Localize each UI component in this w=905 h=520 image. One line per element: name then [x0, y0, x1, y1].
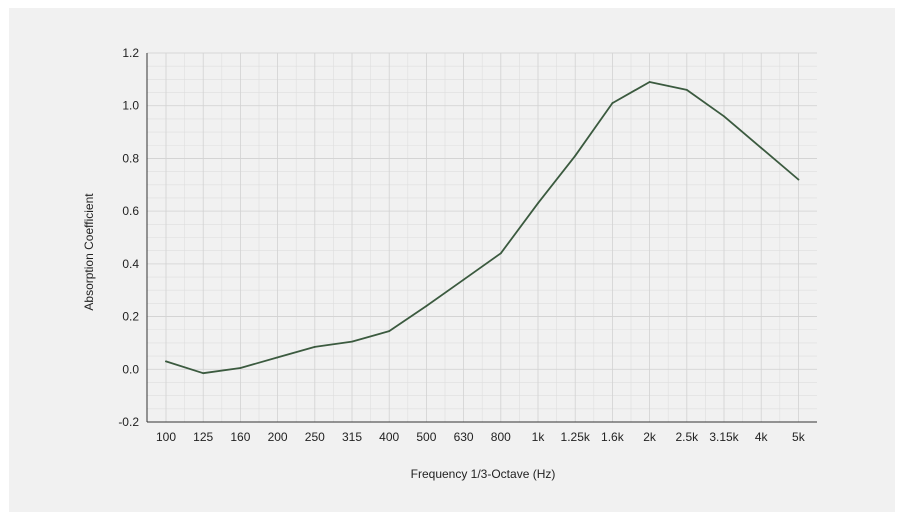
data-point [797, 178, 800, 181]
y-tick-label: 1.2 [122, 46, 139, 60]
y-tick-label: 0.2 [122, 310, 139, 324]
data-point [611, 102, 614, 104]
series-line [165, 81, 800, 375]
y-tick-label: 0.8 [122, 151, 139, 165]
x-tick-label: 1k [532, 430, 546, 444]
x-tick-label: 800 [491, 430, 511, 444]
x-tick-label: 250 [305, 430, 325, 444]
x-tick-label: 1.25k [561, 430, 591, 444]
data-point [351, 340, 353, 343]
data-point [574, 154, 577, 157]
y-tick-label: 0.4 [122, 257, 139, 271]
x-tick-label: 100 [156, 430, 176, 444]
x-tick-label: 5k [792, 430, 806, 444]
data-point [388, 330, 391, 332]
data-point [685, 89, 688, 91]
chart-card: 1.2 1.0 0.8 0.6 0.4 0.2 0.0 -0.2 100 125 160 200 25… [9, 8, 895, 512]
x-tick-label: 125 [193, 430, 213, 444]
x-tick-label: 2k [643, 430, 657, 444]
y-tick-label: 0.6 [122, 204, 139, 218]
y-tick-label: 1.0 [122, 99, 139, 113]
axes [146, 53, 817, 423]
x-tick-labels: 100 125 160 200 250 315 400 500 630 800 1k 1.25k 1.6… [156, 430, 806, 444]
data-point [313, 345, 316, 348]
x-tick-label: 500 [416, 430, 436, 444]
data-point [239, 367, 242, 369]
y-axis-title: Absorption Coefficient [82, 193, 96, 311]
x-tick-label: 630 [454, 430, 474, 444]
y-tick-label: 0.0 [122, 362, 139, 376]
data-point [462, 278, 465, 281]
x-tick-label: 200 [268, 430, 288, 444]
data-point [425, 305, 428, 307]
x-tick-label: 315 [342, 430, 362, 444]
data-point [537, 202, 539, 205]
data-point [723, 115, 725, 118]
x-tick-label: 1.6k [601, 430, 625, 444]
series-layer [165, 81, 800, 375]
data-point [648, 81, 651, 83]
x-axis-title: Frequency 1/3-Octave (Hz) [411, 467, 556, 481]
y-tick-label: -0.2 [118, 415, 139, 429]
x-tick-label: 4k [755, 430, 769, 444]
data-point [276, 356, 279, 359]
x-tick-label: 3.15k [709, 430, 739, 444]
x-tick-label: 160 [230, 430, 250, 444]
data-point [202, 372, 205, 375]
data-point [499, 252, 502, 255]
data-point [760, 146, 763, 149]
x-tick-label: 400 [379, 430, 399, 444]
absorption-chart: 1.2 1.0 0.8 0.6 0.4 0.2 0.0 -0.2 100 125 160 200 25… [82, 46, 817, 481]
x-tick-label: 2.5k [675, 430, 699, 444]
data-point [165, 360, 167, 363]
y-tick-labels: 1.2 1.0 0.8 0.6 0.4 0.2 0.0 -0.2 [118, 46, 139, 429]
